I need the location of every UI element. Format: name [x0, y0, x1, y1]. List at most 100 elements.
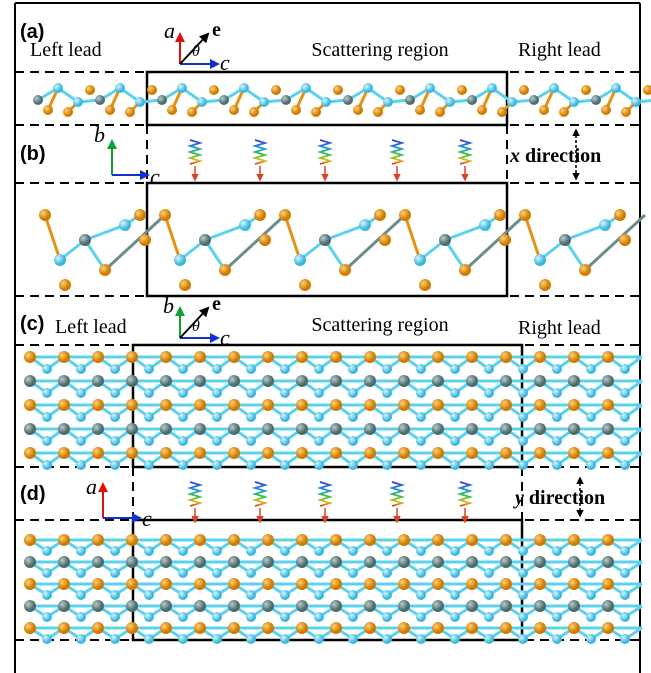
atom: [194, 622, 206, 634]
atom: [280, 460, 290, 470]
atom: [552, 590, 562, 600]
atom: [262, 399, 274, 411]
atom: [314, 568, 324, 578]
atom: [110, 634, 120, 644]
atom: [144, 436, 154, 446]
atom: [602, 399, 614, 411]
atom: [416, 388, 426, 398]
atom: [619, 234, 631, 246]
figure: (a) Left lead Scattering region Right le…: [0, 0, 651, 673]
atom: [416, 546, 426, 556]
angle-label: θ: [192, 43, 200, 60]
atom: [450, 546, 460, 556]
atom: [568, 600, 580, 612]
atom: [466, 556, 478, 568]
atom: [92, 556, 104, 568]
atom: [144, 412, 154, 422]
atom: [246, 460, 256, 470]
atom: [398, 351, 410, 363]
atom: [135, 97, 145, 107]
axis-label: c: [150, 164, 160, 189]
atom: [330, 600, 342, 612]
atom: [42, 634, 52, 644]
atom: [160, 375, 172, 387]
atom: [76, 460, 86, 470]
atom: [110, 568, 120, 578]
axes-icon: b c: [94, 122, 160, 189]
atom: [262, 600, 274, 612]
atom: [339, 264, 351, 276]
atom: [518, 364, 528, 374]
axes-icon: a c: [86, 474, 152, 531]
atom: [280, 364, 290, 374]
atom: [602, 600, 614, 612]
atom: [262, 447, 274, 459]
atom: [569, 97, 579, 107]
atom: [466, 600, 478, 612]
atom: [24, 375, 36, 387]
atom: [552, 364, 562, 374]
atom: [76, 364, 86, 374]
atom: [262, 375, 274, 387]
photon-wave: [190, 140, 200, 164]
atom: [330, 622, 342, 634]
atom: [416, 364, 426, 374]
atom: [497, 107, 507, 117]
atom: [552, 568, 562, 578]
atom: [466, 447, 478, 459]
atom: [262, 351, 274, 363]
atom: [445, 97, 455, 107]
angle-label: θ: [192, 318, 200, 335]
atom: [450, 412, 460, 422]
atom: [432, 423, 444, 435]
atom: [228, 399, 240, 411]
atom: [602, 375, 614, 387]
atom: [58, 447, 70, 459]
atom: [314, 612, 324, 622]
atom: [39, 209, 51, 221]
atom: [254, 209, 266, 221]
atom: [398, 447, 410, 459]
atom: [92, 423, 104, 435]
atom: [280, 590, 290, 600]
atom: [246, 634, 256, 644]
atom: [194, 600, 206, 612]
atom: [330, 556, 342, 568]
bond: [225, 215, 285, 270]
axes-icon: b c e θ: [163, 293, 230, 350]
bond: [85, 225, 125, 240]
scattering-region: Scattering region: [311, 39, 448, 61]
atom: [602, 534, 614, 546]
atom: [33, 95, 43, 105]
atom: [466, 534, 478, 546]
atom: [178, 388, 188, 398]
atom: [466, 578, 478, 590]
atom: [586, 634, 596, 644]
atom: [280, 412, 290, 422]
atom: [239, 83, 249, 93]
atom: [432, 351, 444, 363]
atom: [416, 634, 426, 644]
atom: [314, 634, 324, 644]
atom: [58, 399, 70, 411]
atom: [330, 375, 342, 387]
atom: [76, 568, 86, 578]
atom: [228, 351, 240, 363]
atom: [348, 612, 358, 622]
atom: [194, 399, 206, 411]
atom: [126, 399, 138, 411]
atom: [228, 447, 240, 459]
atom: [348, 412, 358, 422]
atom: [246, 388, 256, 398]
atom: [398, 622, 410, 634]
atom: [73, 97, 83, 107]
atom: [450, 612, 460, 622]
atom: [58, 578, 70, 590]
atom: [319, 234, 331, 246]
photon-wave: [392, 140, 402, 164]
atom: [416, 436, 426, 446]
bond: [405, 215, 420, 260]
atom: [330, 399, 342, 411]
atom: [534, 254, 546, 266]
atom: [246, 412, 256, 422]
